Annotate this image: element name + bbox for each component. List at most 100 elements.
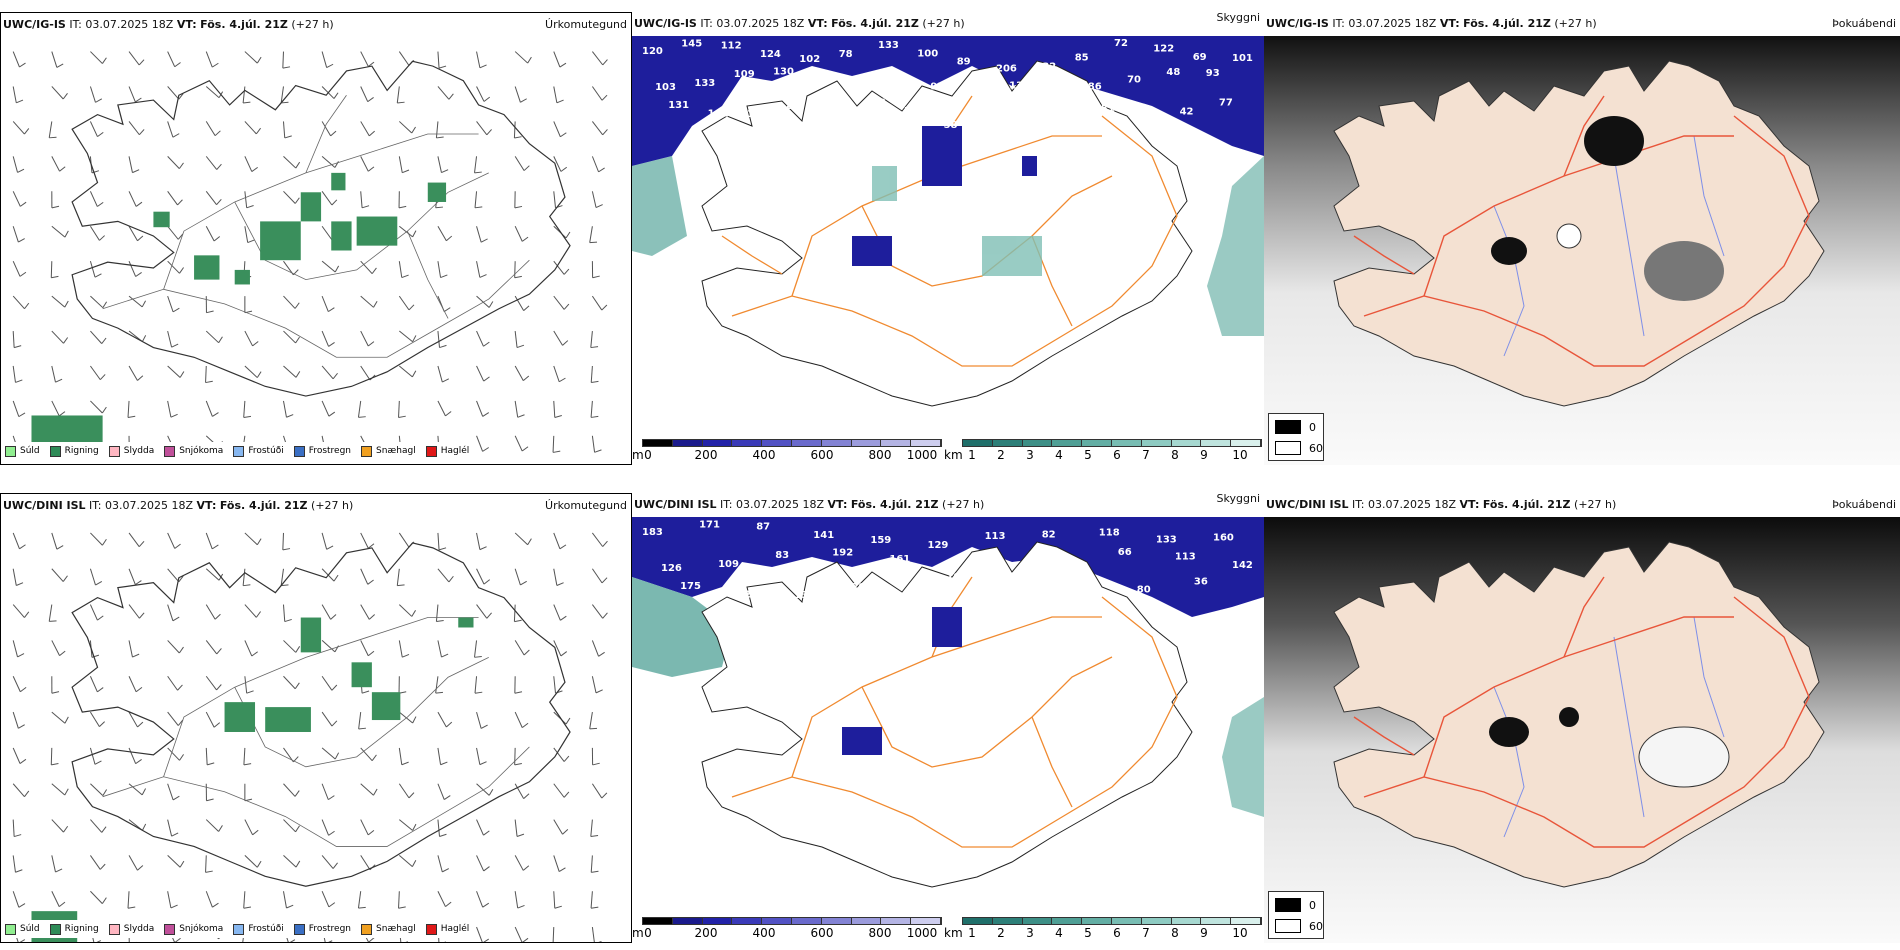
wind-barb-flag xyxy=(401,761,409,766)
wind-barb xyxy=(396,568,400,586)
visibility-tick: 3 xyxy=(1026,926,1034,940)
wind-barb-flag xyxy=(212,902,219,908)
ceiling-label: 95 xyxy=(930,82,944,93)
wind-barb xyxy=(398,819,413,831)
wind-barb xyxy=(476,295,490,308)
wind-barb-flag xyxy=(244,798,253,802)
wind-barb xyxy=(242,86,246,104)
wind-barb-flag xyxy=(58,411,66,417)
ceiling-unit: m xyxy=(632,926,644,940)
wind-barb-flag xyxy=(295,860,301,868)
wind-barb xyxy=(476,711,482,729)
wind-barb-flag xyxy=(408,304,415,311)
wind-barb-flag xyxy=(408,792,415,799)
wind-barb xyxy=(591,261,594,278)
wind-barb xyxy=(591,747,594,765)
wind-barb-flag xyxy=(284,135,292,139)
ceiling-label: 129 xyxy=(928,540,949,551)
wind-barb xyxy=(514,855,524,871)
wind-barb xyxy=(167,260,180,274)
wind-barb-flag xyxy=(20,687,27,693)
wind-barb-flag xyxy=(488,788,494,796)
legend-label: Frostúði xyxy=(248,924,284,934)
ceiling-swatch xyxy=(702,918,733,924)
ceiling-label: 81 xyxy=(1101,104,1115,115)
wind-barb xyxy=(51,295,66,308)
wind-barb xyxy=(89,676,98,693)
wind-barb-flag xyxy=(440,274,448,279)
ceiling-label: 171 xyxy=(699,520,720,531)
fog-legend-low: 0 xyxy=(1275,898,1316,912)
wind-barb-flag xyxy=(486,129,492,136)
wind-barb xyxy=(398,121,413,134)
ceiling-label: 192 xyxy=(832,547,853,558)
wind-barb-flag xyxy=(589,241,598,244)
wind-barb xyxy=(591,568,603,584)
visibility-panel-row2: UWC/DINI ISL IT: 03.07.2025 18Z VT: Fös.… xyxy=(632,493,1264,943)
wind-barb xyxy=(244,121,257,135)
wind-barb-flag xyxy=(595,689,603,694)
wind-barb xyxy=(128,295,143,308)
wind-barb-flag xyxy=(56,63,64,68)
wind-barb xyxy=(553,676,557,694)
valid-time: Fös. 4.júl. 21Z xyxy=(850,498,939,511)
valid-label: VT: xyxy=(176,18,197,31)
wind-barb-flag xyxy=(412,716,417,724)
ceiling-label: 87 xyxy=(852,81,866,92)
wind-barb-flag xyxy=(179,754,184,761)
wind-barb xyxy=(321,532,328,550)
wind-barb xyxy=(282,532,284,550)
wind-barb xyxy=(476,365,485,382)
wind-barb-flag xyxy=(411,370,417,378)
init-time: 03.07.2025 18Z xyxy=(1368,498,1457,511)
wind-barb xyxy=(205,330,219,344)
legend-swatch xyxy=(164,923,176,935)
wind-barb xyxy=(12,400,20,417)
wind-barb xyxy=(360,295,374,308)
wind-barb xyxy=(514,330,518,348)
wind-barb-flag xyxy=(446,235,453,242)
wind-barb xyxy=(128,86,136,103)
legend-swatch xyxy=(49,445,61,457)
wind-barb xyxy=(437,568,450,583)
wind-barb xyxy=(283,819,296,833)
fog-map-svg xyxy=(1264,517,1900,943)
wind-barb-flag xyxy=(520,98,527,103)
wind-barb xyxy=(283,855,297,868)
wind-barb xyxy=(591,435,596,453)
wind-barb xyxy=(243,891,246,909)
fog-legend: 0 60 xyxy=(1268,413,1324,461)
wind-barb xyxy=(591,676,597,693)
wind-barb-flag xyxy=(218,336,223,343)
ceiling-swatch xyxy=(881,918,912,924)
panel-header: UWC/DINI ISL IT: 03.07.2025 18Z VT: Fös.… xyxy=(1264,493,1900,517)
ceiling-tick: 800 xyxy=(868,448,892,462)
wind-barb xyxy=(514,156,525,171)
wind-barb xyxy=(12,747,21,764)
wind-barb xyxy=(51,330,64,344)
wind-barb xyxy=(589,226,593,243)
wind-barb xyxy=(476,855,485,872)
wind-barb-flag xyxy=(479,546,487,551)
visibility-tick: 1 xyxy=(968,926,976,940)
wind-barb-flag xyxy=(514,691,523,694)
legend-swatch xyxy=(49,923,61,935)
wind-barb-flag xyxy=(358,416,366,418)
legend-item: Frostúði xyxy=(233,445,284,457)
ceiling-label: 142 xyxy=(1232,560,1253,571)
visibility-tick: 1 xyxy=(968,448,976,462)
wind-barb-flag xyxy=(367,543,375,549)
wind-barb-flag xyxy=(172,795,180,801)
wind-barb xyxy=(128,819,143,831)
wind-barb-flag xyxy=(172,616,180,622)
wind-barb xyxy=(205,86,220,99)
ceiling-label: 120 xyxy=(642,46,663,57)
wind-barb-flag xyxy=(328,830,335,836)
wind-barb-flag xyxy=(590,346,599,349)
wind-barb-flag xyxy=(402,653,410,658)
wind-barb-flag xyxy=(554,905,562,909)
wind-barb-flag xyxy=(330,614,337,620)
wind-barb-flag xyxy=(333,92,339,99)
wind-barb xyxy=(360,121,370,137)
wind-barb xyxy=(282,51,284,69)
